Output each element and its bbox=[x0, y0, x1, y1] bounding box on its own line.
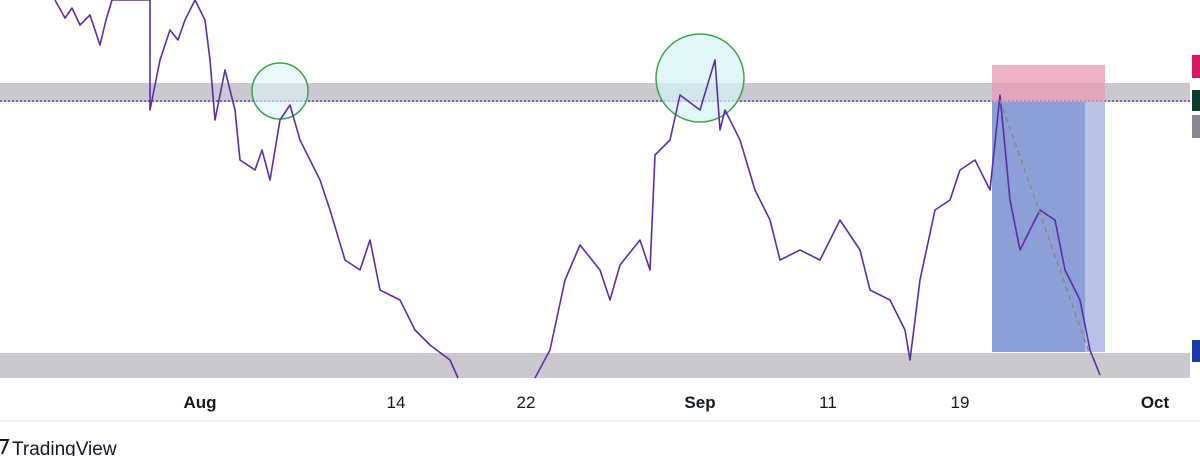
price-tag bbox=[1192, 115, 1200, 138]
support-zone bbox=[0, 353, 1190, 378]
price-tag bbox=[1192, 90, 1200, 111]
price-tag bbox=[1192, 55, 1200, 78]
highlight-circle bbox=[655, 33, 745, 123]
price-line bbox=[54, 0, 459, 379]
x-axis-label: 14 bbox=[387, 393, 406, 412]
logo bbox=[0, 439, 10, 455]
x-axis-label: 19 bbox=[951, 393, 970, 412]
x-axis-label: Sep bbox=[684, 393, 715, 412]
price-line bbox=[534, 59, 1101, 379]
price-tag bbox=[1192, 340, 1200, 362]
x-axis-label: Oct bbox=[1141, 393, 1170, 412]
x-axis-label: 11 bbox=[819, 393, 837, 412]
watermark: TradingView bbox=[12, 439, 117, 456]
target-zone-filled bbox=[992, 102, 1085, 352]
projection-line bbox=[999, 99, 1091, 356]
x-axis-label: Aug bbox=[183, 393, 216, 412]
x-axis-label: 22 bbox=[517, 393, 536, 412]
highlight-circle bbox=[251, 62, 309, 120]
stop-zone bbox=[992, 65, 1105, 102]
